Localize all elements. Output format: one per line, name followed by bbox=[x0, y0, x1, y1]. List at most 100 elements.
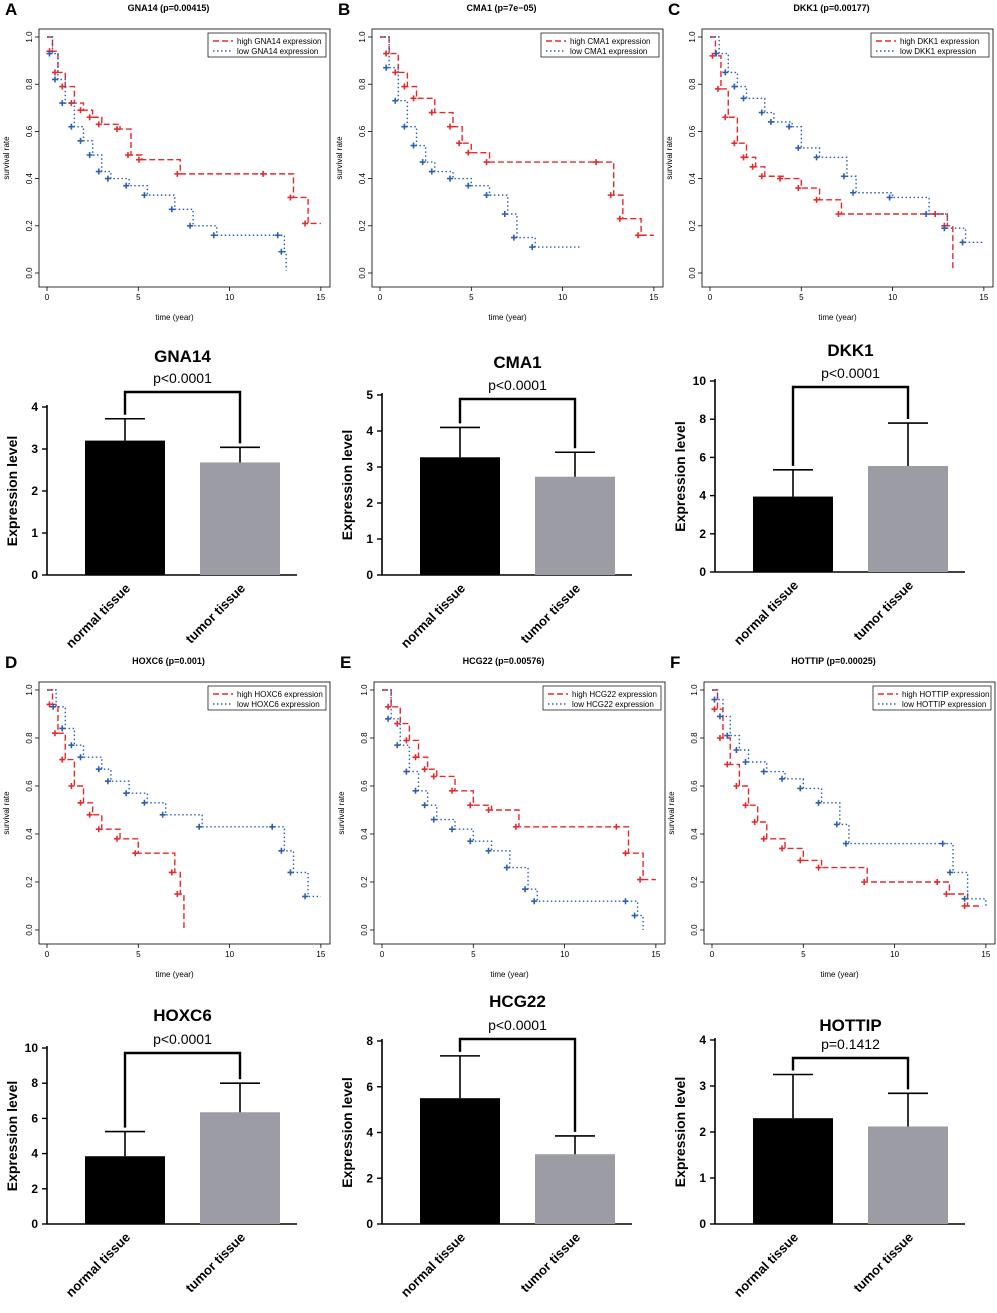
censor-mark-low bbox=[503, 864, 510, 871]
y-tick-label: 2 bbox=[366, 1171, 373, 1185]
legend-label-low: low HOTTIP expression bbox=[902, 700, 986, 709]
censor-mark-high bbox=[709, 52, 716, 59]
censor-mark-low bbox=[779, 775, 786, 782]
censor-mark-high bbox=[593, 159, 600, 166]
y-tick-label: 0.8 bbox=[688, 78, 697, 90]
category-label: tumor tissue bbox=[182, 1230, 248, 1296]
censor-mark-low bbox=[123, 790, 130, 797]
legend-box bbox=[207, 32, 327, 58]
km-frame bbox=[371, 28, 664, 288]
bar-panel-J: HOXC6 p<0.0001 0 2 4 6 8 10 Expression level norm… bbox=[4, 1006, 297, 1300]
censor-mark-low bbox=[833, 821, 840, 828]
censor-mark-low bbox=[786, 123, 793, 130]
censor-mark-low bbox=[767, 118, 774, 125]
km-title: HOXC6 (p=0.001) bbox=[132, 656, 205, 666]
y-tick-label: 0.0 bbox=[690, 924, 699, 936]
km-title: GNA14 (p=0.00415) bbox=[128, 3, 210, 13]
bar-tumor-tissue bbox=[868, 465, 948, 572]
y-tick-label: 2 bbox=[366, 496, 373, 510]
censor-mark-low bbox=[795, 144, 802, 151]
y-tick-label: 0.8 bbox=[25, 732, 34, 744]
censor-mark-high bbox=[135, 156, 142, 163]
panel-letter: B bbox=[338, 0, 350, 19]
censor-mark-high bbox=[46, 701, 53, 708]
censor-mark-high bbox=[483, 159, 490, 166]
censor-mark-low bbox=[724, 732, 731, 739]
y-tick-label: 0.0 bbox=[25, 924, 34, 936]
censor-mark-low bbox=[939, 840, 946, 847]
bar-tumor-tissue bbox=[535, 1154, 615, 1224]
km-frame bbox=[38, 28, 331, 288]
x-tick-label: 10 bbox=[560, 950, 569, 959]
censor-mark-high bbox=[813, 196, 820, 203]
km-frame bbox=[38, 681, 331, 945]
y-axis-label: survival rate bbox=[2, 136, 11, 180]
y-tick-label: 0.0 bbox=[360, 924, 369, 936]
x-tick-label: 0 bbox=[710, 950, 715, 959]
y-tick-label: 0.2 bbox=[25, 220, 34, 232]
censor-mark-low bbox=[210, 232, 217, 239]
x-tick-label: 10 bbox=[890, 950, 899, 959]
censor-mark-low bbox=[631, 912, 638, 919]
censor-mark-high bbox=[394, 720, 401, 727]
y-tick-label: 0.6 bbox=[360, 780, 369, 792]
censor-mark-low bbox=[813, 154, 820, 161]
censor-mark-low bbox=[50, 703, 57, 710]
censor-mark-low bbox=[947, 869, 954, 876]
censor-mark-high bbox=[711, 706, 718, 713]
x-tick-label: 0 bbox=[45, 293, 50, 302]
bar-tumor-tissue bbox=[200, 1112, 280, 1224]
censor-mark-low bbox=[713, 50, 720, 57]
y-axis-label: survival rate bbox=[2, 791, 11, 835]
bar-normal-tissue bbox=[85, 1156, 165, 1224]
y-axis-label: survival rate bbox=[337, 791, 346, 835]
x-tick-label: 0 bbox=[380, 950, 385, 959]
y-tick-label: 0.8 bbox=[690, 732, 699, 744]
legend-label-high: high HOTTIP expression bbox=[902, 690, 989, 699]
km-title: HCG22 (p=0.00576) bbox=[463, 656, 545, 666]
censor-mark-low bbox=[510, 234, 517, 241]
censor-mark-high bbox=[485, 807, 492, 813]
censor-mark-low bbox=[287, 869, 294, 876]
censor-mark-high bbox=[51, 69, 58, 76]
y-axis-label: survival rate bbox=[335, 136, 344, 180]
y-tick-label: 8 bbox=[366, 1034, 373, 1048]
y-tick-label: 4 bbox=[31, 400, 38, 414]
censor-mark-low bbox=[740, 95, 747, 102]
censor-mark-low bbox=[886, 194, 893, 201]
km-frame bbox=[373, 681, 666, 945]
censor-mark-high bbox=[428, 109, 435, 116]
km-panel-B: B CMA1 (p=7e−05) 0.0 0.2 0.4 0.6 0.8 1.0 0 5 10 15 t… bbox=[335, 0, 664, 322]
censor-mark-low bbox=[430, 816, 437, 823]
p-value-label: p<0.0001 bbox=[153, 370, 212, 386]
y-tick-label: 4 bbox=[31, 1147, 38, 1161]
censor-mark-low bbox=[46, 50, 53, 57]
significance-bracket bbox=[791, 1056, 910, 1090]
censor-mark-high bbox=[724, 761, 731, 768]
censor-mark-high bbox=[742, 802, 749, 809]
y-tick-label: 1.0 bbox=[25, 684, 34, 696]
censor-mark-low bbox=[531, 898, 538, 905]
bar-panel-G: GNA14 p<0.0001 0 1 2 3 4 Expression level normal… bbox=[4, 347, 297, 651]
legend-box bbox=[542, 685, 662, 711]
censor-mark-low bbox=[716, 713, 723, 720]
censor-mark-low bbox=[77, 137, 84, 144]
y-tick-label: 0.6 bbox=[688, 125, 697, 137]
y-tick-label: 0.4 bbox=[25, 172, 34, 184]
bar-normal-tissue bbox=[420, 1098, 500, 1224]
bar-tumor-tissue bbox=[200, 462, 280, 575]
y-axis-label: Expression level bbox=[339, 430, 355, 541]
y-tick-label: 3 bbox=[699, 1079, 706, 1093]
legend-label-low: low HCG22 expression bbox=[572, 700, 654, 709]
x-tick-label: 15 bbox=[649, 293, 658, 302]
category-label: tumor tissue bbox=[517, 581, 583, 647]
censor-mark-high bbox=[716, 735, 723, 741]
y-tick-label: 1.0 bbox=[25, 31, 34, 43]
bar-chart-title: DKK1 bbox=[827, 341, 873, 360]
y-tick-label: 2 bbox=[699, 1125, 706, 1139]
censor-mark-high bbox=[59, 83, 66, 90]
x-tick-label: 5 bbox=[136, 950, 141, 959]
legend-label-high: high HCG22 expression bbox=[572, 690, 657, 699]
censor-mark-high bbox=[124, 152, 131, 158]
censor-mark-high bbox=[795, 185, 802, 192]
